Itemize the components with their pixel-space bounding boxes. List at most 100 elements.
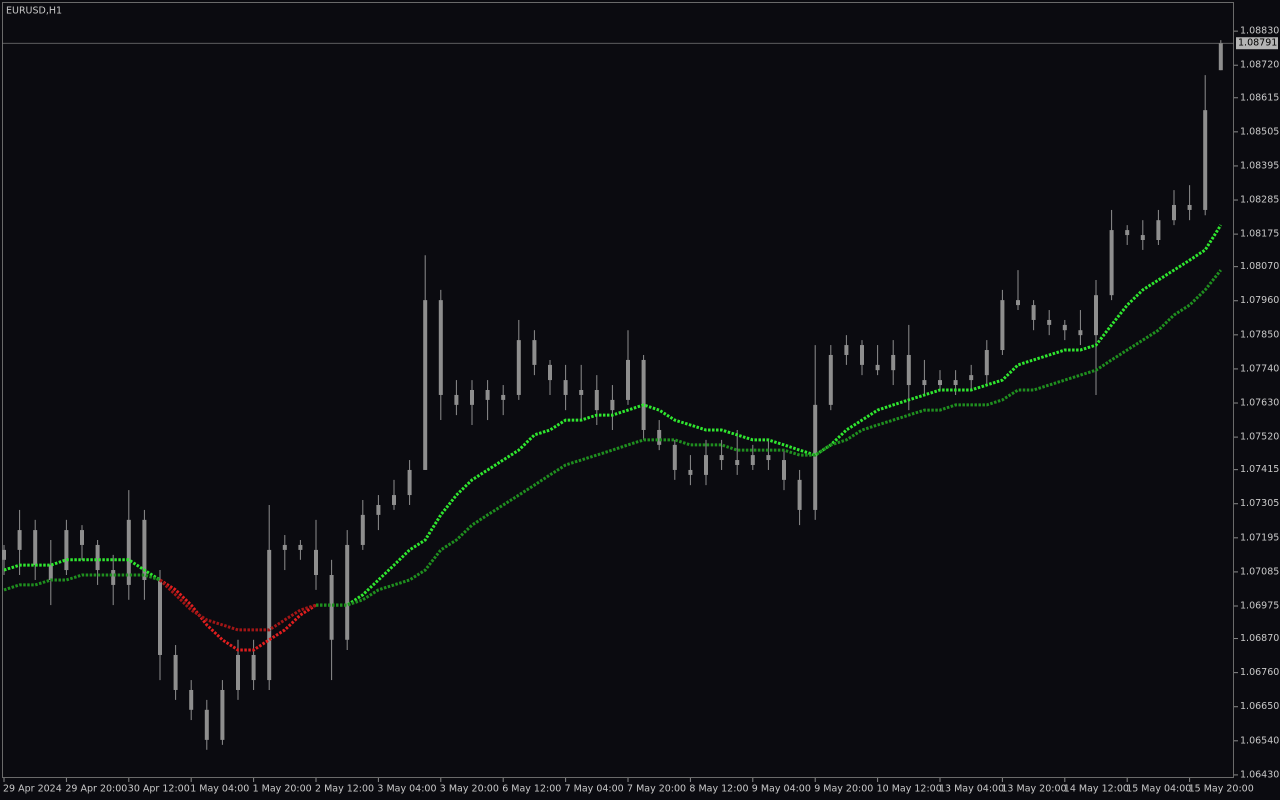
indicator-line xyxy=(3,269,1222,607)
candle-body xyxy=(594,390,599,411)
candle-body xyxy=(33,530,38,566)
indicator-line xyxy=(3,224,1223,607)
candle-body xyxy=(1125,230,1130,236)
x-tick-label: 3 May 04:00 xyxy=(377,784,436,795)
x-tick-label: 30 Apr 12:00 xyxy=(128,784,190,795)
candle-body xyxy=(329,575,334,640)
candle-body xyxy=(204,709,209,740)
y-tick-label: 1.08615 xyxy=(1240,92,1279,103)
y-tick-label: 1.06760 xyxy=(1240,667,1279,678)
candle-body xyxy=(438,300,443,395)
candle-body xyxy=(173,654,178,690)
candle-body xyxy=(875,364,880,371)
candle-body xyxy=(563,380,568,395)
y-tick-label: 1.08720 xyxy=(1240,60,1279,71)
candle-body xyxy=(672,444,677,470)
candle-body xyxy=(813,404,818,510)
x-tick-label: 29 Apr 2024 xyxy=(3,784,62,795)
candle-body xyxy=(376,504,381,515)
candle-body xyxy=(501,394,506,400)
candle-body xyxy=(891,354,896,371)
candle-body xyxy=(1000,300,1005,351)
candle-body xyxy=(1031,305,1036,320)
candle-body xyxy=(548,364,552,381)
candle-body xyxy=(423,300,428,470)
candle-body xyxy=(1172,204,1176,221)
candle-body xyxy=(844,345,849,355)
indicator-line xyxy=(159,578,317,652)
x-tick-label: 15 May 04:00 xyxy=(1126,784,1191,795)
x-tick-label: 3 May 20:00 xyxy=(440,784,499,795)
candle-body xyxy=(314,549,318,576)
candle-body xyxy=(1094,295,1098,336)
candle-body xyxy=(392,495,396,505)
candle-body xyxy=(64,530,69,571)
candle-body xyxy=(1140,235,1145,241)
candle-body xyxy=(641,359,646,430)
candle-body xyxy=(579,390,584,395)
candle-body xyxy=(626,359,630,400)
candle-body xyxy=(17,530,22,550)
x-tick-label: 8 May 12:00 xyxy=(689,784,748,795)
x-tick-label: 15 May 20:00 xyxy=(1189,784,1254,795)
x-tick-label: 10 May 12:00 xyxy=(877,784,942,795)
y-tick-label: 1.06975 xyxy=(1240,601,1279,612)
y-tick-label: 1.08505 xyxy=(1240,126,1279,137)
candle-body xyxy=(454,394,459,405)
candle-body xyxy=(922,380,927,386)
x-tick-label: 29 Apr 20:00 xyxy=(65,784,127,795)
chart-title: EURUSD,H1 xyxy=(6,6,62,17)
y-tick-label: 1.06540 xyxy=(1240,735,1279,746)
last-price-label: 1.08791 xyxy=(1238,38,1277,49)
candle-body xyxy=(704,455,708,475)
x-tick-label: 1 May 20:00 xyxy=(253,784,312,795)
y-tick-label: 1.07195 xyxy=(1240,532,1279,543)
candle-body xyxy=(797,479,802,510)
candle-body xyxy=(969,375,974,381)
y-tick-label: 1.07520 xyxy=(1240,432,1279,443)
y-tick-label: 1.08285 xyxy=(1240,195,1279,206)
candle-body xyxy=(516,340,521,395)
candle-body xyxy=(345,544,350,640)
candle-body xyxy=(407,469,412,496)
candle-body xyxy=(126,519,131,585)
candle-body xyxy=(189,689,194,710)
candle-body xyxy=(360,514,365,545)
candle-body xyxy=(95,544,100,571)
y-tick-label: 1.07305 xyxy=(1240,498,1279,509)
x-tick-label: 13 May 20:00 xyxy=(1001,784,1066,795)
y-tick-label: 1.06870 xyxy=(1240,633,1279,644)
y-tick-label: 1.07960 xyxy=(1240,295,1279,306)
y-tick-label: 1.06650 xyxy=(1240,701,1279,712)
plot-frame xyxy=(2,2,1234,778)
y-tick-label: 1.07850 xyxy=(1240,329,1279,340)
candle-body xyxy=(860,345,864,365)
y-tick-label: 1.08395 xyxy=(1240,160,1279,171)
y-tick-label: 1.07085 xyxy=(1240,566,1279,577)
candle-body xyxy=(80,530,84,545)
x-tick-label: 7 May 20:00 xyxy=(627,784,686,795)
candle-body xyxy=(984,350,989,376)
candle-body xyxy=(782,460,786,480)
candle-body xyxy=(1078,330,1083,336)
candle-body xyxy=(828,354,833,405)
candle-body xyxy=(158,579,162,655)
candle-body xyxy=(298,544,303,550)
candle-body xyxy=(657,429,662,445)
candle-body xyxy=(1109,230,1114,296)
x-tick-label: 14 May 12:00 xyxy=(1064,784,1129,795)
candle-body xyxy=(719,455,724,461)
last-price-box xyxy=(1236,37,1278,50)
y-tick-label: 1.07630 xyxy=(1240,398,1279,409)
candle-body xyxy=(236,654,240,690)
x-tick-label: 13 May 04:00 xyxy=(939,784,1004,795)
x-tick-label: 9 May 20:00 xyxy=(814,784,873,795)
candle-body xyxy=(610,399,615,411)
x-tick-label: 9 May 04:00 xyxy=(752,784,811,795)
candle-body xyxy=(688,469,693,475)
candle-body xyxy=(470,390,474,405)
candle-body xyxy=(938,380,942,386)
x-tick-label: 7 May 04:00 xyxy=(565,784,624,795)
